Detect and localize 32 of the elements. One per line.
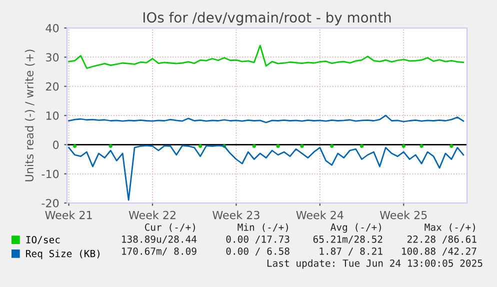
- x-tick-label: Week 24: [296, 210, 344, 220]
- legend-label: IO/sec: [26, 236, 60, 244]
- y-tick-label: 30: [46, 53, 59, 62]
- text: Last update: Tue Jun 24 13:00:05 2025: [267, 259, 482, 269]
- y-tick-label: 20: [46, 82, 59, 91]
- text: Min (-/+): [238, 223, 288, 232]
- text: 170.67m/ 8.09: [122, 247, 196, 256]
- x-tick-label: Week 25: [380, 210, 427, 220]
- text: Avg (-/+): [330, 223, 381, 233]
- legend-label: Req Size (KB): [26, 250, 100, 260]
- y-axis-title: Units read (-) / write (+): [24, 50, 35, 182]
- text: 0.00 /17.73: [226, 235, 290, 244]
- text: 138.89u/28.44: [122, 235, 197, 244]
- text: Cur (-/+): [144, 223, 195, 232]
- y-tick-label: 10: [46, 111, 59, 120]
- text: 100.88 /42.27: [402, 247, 476, 256]
- y-tick-label: 40: [46, 24, 59, 32]
- x-tick-label: Week 23: [212, 210, 260, 220]
- y-tick-label: -20: [42, 198, 59, 208]
- x-tick-label: Week 22: [128, 210, 176, 220]
- y-tick-label: -10: [42, 170, 59, 178]
- text: 1.87 / 8.21: [320, 247, 382, 256]
- line-series: [68, 114, 464, 124]
- text: Max (-/+): [424, 223, 475, 232]
- x-tick-label: Week 21: [45, 210, 92, 220]
- line-series: [68, 144, 464, 201]
- chart-title: IOs for /dev/vgmain/root - by month: [143, 12, 391, 26]
- text: 0.00 / 6.58: [226, 247, 290, 256]
- text: 65.21m/28.52: [313, 235, 382, 244]
- line-series: [68, 44, 464, 69]
- text: 22.28 /86.61: [407, 235, 476, 244]
- y-tick-label: 0: [53, 140, 59, 150]
